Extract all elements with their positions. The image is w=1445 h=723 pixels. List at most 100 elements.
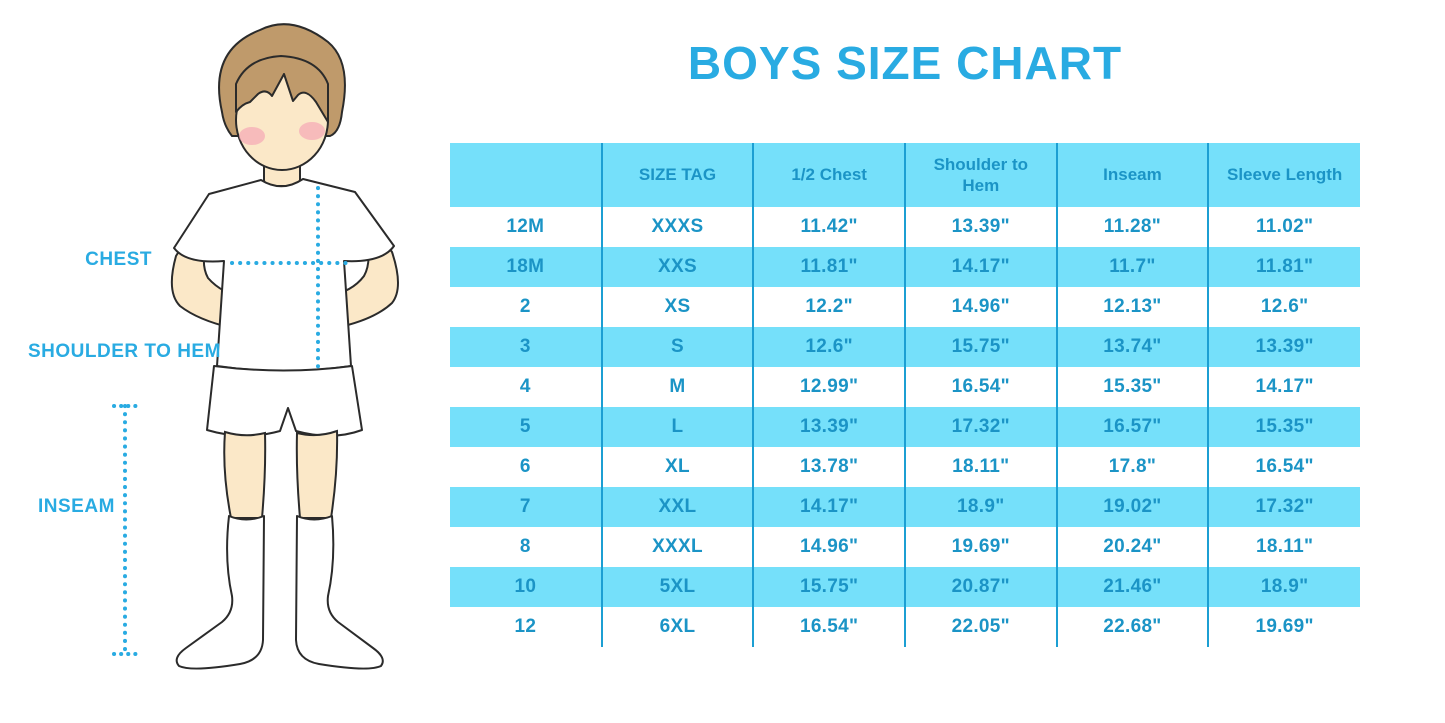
size-value-cell: 12.13"	[1055, 287, 1209, 327]
size-value-cell: 6XL	[600, 607, 754, 647]
size-value-cell: 17.32"	[903, 407, 1057, 447]
size-value-cell: 17.8"	[1055, 447, 1209, 487]
size-value-cell: 11.02"	[1207, 207, 1360, 247]
size-value-cell: XXL	[600, 487, 754, 527]
size-value-cell: 14.96"	[752, 527, 905, 567]
inseam-label: INSEAM	[38, 496, 115, 517]
table-row: 3 S 12.6" 15.75" 13.74" 13.39"	[450, 327, 1360, 367]
size-value-cell: 17.32"	[1207, 487, 1360, 527]
boy-hair-fringe	[235, 55, 329, 123]
size-chart-table: SIZE TAG 1/2 Chest Shoulder to Hem Inseam Sl…	[450, 143, 1360, 647]
size-label-cell: 5	[450, 407, 602, 447]
table-row: 5 L 13.39" 17.32" 16.57" 15.35"	[450, 407, 1360, 447]
size-table-header: SIZE TAG 1/2 Chest Shoulder to Hem Inseam Sl…	[450, 143, 1360, 207]
size-value-cell: 22.68"	[1055, 607, 1209, 647]
boy-left-leg	[223, 430, 267, 519]
size-label-cell: 6	[519, 456, 531, 477]
size-value-cell: 16.54"	[1207, 447, 1360, 487]
column-header: 1/2 Chest	[752, 143, 905, 207]
size-value-cell: 16.54"	[903, 367, 1057, 407]
table-row: 18M XXS 11.81" 14.17" 11.7" 11.81"	[450, 247, 1360, 287]
boy-right-cheek	[299, 122, 325, 140]
size-label-cell: 2	[519, 296, 531, 317]
size-value-cell: 13.39"	[1207, 327, 1360, 367]
column-header: Inseam	[1055, 143, 1209, 207]
size-value-cell: 12.2"	[752, 287, 905, 327]
size-value-cell: 14.17"	[903, 247, 1057, 287]
size-label-cell: 12M	[506, 216, 545, 237]
size-value-cell: 12.99"	[752, 367, 905, 407]
size-value-cell: 18.9"	[1207, 567, 1360, 607]
shoulder-to-hem-label: SHOULDER TO HEM	[28, 341, 221, 362]
size-value-cell: 13.74"	[1055, 327, 1209, 367]
size-label-cell: 10	[450, 567, 602, 607]
size-value-cell: 20.24"	[1055, 527, 1209, 567]
size-value-cell: L	[600, 407, 754, 447]
size-value-cell: S	[600, 327, 754, 367]
page-title: BOYS SIZE CHART	[687, 37, 1123, 89]
table-row: 12M XXXS 11.42" 13.39" 11.28" 11.02"	[450, 207, 1360, 247]
size-value-cell: 15.75"	[752, 567, 905, 607]
table-row: 7 XXL 14.17" 18.9" 19.02" 17.32"	[450, 487, 1360, 527]
boy-figure-illustration: CHEST SHOULDER TO HEM INSEAM	[0, 0, 450, 723]
size-value-cell: 5XL	[600, 567, 754, 607]
size-value-cell: XL	[600, 447, 754, 487]
size-value-cell: XS	[600, 287, 754, 327]
size-value-cell: 14.17"	[1207, 367, 1360, 407]
table-row: 8 XXXL 14.96" 19.69" 20.24" 18.11"	[450, 527, 1360, 567]
size-value-cell: 11.81"	[752, 247, 905, 287]
size-value-cell: 14.17"	[752, 487, 905, 527]
size-value-cell: 13.39"	[903, 207, 1057, 247]
boy-figure-svg	[112, 23, 399, 670]
size-value-cell: 19.69"	[1207, 607, 1360, 647]
size-value-cell: 12.6"	[752, 327, 905, 367]
size-value-cell: 20.87"	[903, 567, 1057, 607]
size-value-cell: XXS	[600, 247, 754, 287]
table-row: 2 XS 12.2" 14.96" 12.13" 12.6"	[450, 287, 1360, 327]
size-value-cell: 22.05"	[903, 607, 1057, 647]
size-label-cell: 4	[519, 376, 531, 397]
size-value-cell: 19.02"	[1055, 487, 1209, 527]
size-value-cell: 15.75"	[903, 327, 1057, 367]
header-row: SIZE TAG 1/2 Chest Shoulder to Hem Inseam Sl…	[450, 143, 1360, 207]
table-row: 10 5XL 15.75" 20.87" 21.46" 18.9"	[450, 567, 1360, 607]
size-value-cell: M	[600, 367, 754, 407]
size-value-cell: 13.78"	[752, 447, 905, 487]
boy-right-sock	[295, 515, 384, 670]
size-table-body: 12M XXXS 11.42" 13.39" 11.28" 11.02" 18M XXS 11.…	[450, 207, 1360, 647]
size-value-cell: 16.57"	[1055, 407, 1209, 447]
size-value-cell: 15.35"	[1055, 367, 1209, 407]
boy-shorts	[206, 365, 363, 437]
size-value-cell: 15.35"	[1207, 407, 1360, 447]
table-row: 4 M 12.99" 16.54" 15.35" 14.17"	[450, 367, 1360, 407]
boy-left-cheek	[239, 127, 265, 145]
size-value-cell: 13.39"	[752, 407, 905, 447]
table-row: 6 XL 13.78" 18.11" 17.8" 16.54"	[450, 447, 1360, 487]
size-label-cell: 3	[450, 327, 602, 367]
size-value-cell: 12.6"	[1207, 287, 1360, 327]
size-value-cell: 11.28"	[1055, 207, 1209, 247]
size-label-cell: 7	[450, 487, 602, 527]
size-label-cell: 8	[519, 536, 531, 557]
size-value-cell: XXXS	[600, 207, 754, 247]
size-value-cell: 11.42"	[752, 207, 905, 247]
size-value-cell: 18.11"	[1207, 527, 1360, 567]
size-value-cell: 19.69"	[903, 527, 1057, 567]
column-header	[450, 143, 602, 207]
size-value-cell: 18.9"	[903, 487, 1057, 527]
boy-left-sock	[175, 515, 265, 670]
size-value-cell: 11.81"	[1207, 247, 1360, 287]
column-header: Shoulder to Hem	[903, 143, 1057, 207]
column-header: Sleeve Length	[1207, 143, 1360, 207]
size-value-cell: 18.11"	[903, 447, 1057, 487]
size-label-cell: 12	[514, 616, 537, 637]
size-value-cell: 11.7"	[1055, 247, 1209, 287]
table-row: 12 6XL 16.54" 22.05" 22.68" 19.69"	[450, 607, 1360, 647]
chest-label: CHEST	[85, 249, 152, 270]
size-value-cell: 16.54"	[752, 607, 905, 647]
boy-right-leg	[295, 429, 339, 519]
column-header: SIZE TAG	[600, 143, 754, 207]
size-value-cell: XXXL	[600, 527, 754, 567]
size-value-cell: 21.46"	[1055, 567, 1209, 607]
